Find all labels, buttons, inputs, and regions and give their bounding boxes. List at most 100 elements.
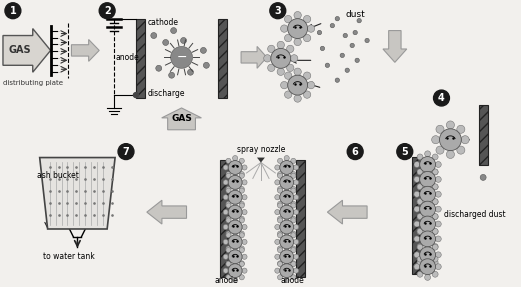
Circle shape <box>232 259 238 264</box>
Circle shape <box>446 121 454 129</box>
Text: 7: 7 <box>122 147 129 157</box>
Circle shape <box>425 263 430 268</box>
Circle shape <box>188 69 193 75</box>
Circle shape <box>425 217 430 223</box>
Circle shape <box>284 219 289 224</box>
Circle shape <box>278 218 283 223</box>
Circle shape <box>425 210 430 216</box>
Circle shape <box>239 201 244 206</box>
Circle shape <box>284 278 289 283</box>
Circle shape <box>278 248 283 253</box>
Circle shape <box>226 218 231 223</box>
Circle shape <box>457 146 465 154</box>
Circle shape <box>291 218 296 223</box>
Circle shape <box>419 171 436 187</box>
Circle shape <box>414 177 420 182</box>
Circle shape <box>278 173 283 178</box>
Circle shape <box>419 231 436 247</box>
Circle shape <box>275 165 280 170</box>
Circle shape <box>232 219 238 224</box>
Circle shape <box>242 268 247 273</box>
Circle shape <box>242 239 247 245</box>
Circle shape <box>293 254 299 259</box>
Circle shape <box>317 30 321 35</box>
Polygon shape <box>241 46 267 68</box>
Circle shape <box>417 244 423 250</box>
Circle shape <box>291 173 296 178</box>
Circle shape <box>270 3 286 19</box>
Circle shape <box>284 170 289 176</box>
Circle shape <box>226 261 231 267</box>
Circle shape <box>284 185 289 191</box>
Circle shape <box>280 175 294 189</box>
Bar <box>218 19 227 98</box>
Circle shape <box>278 261 283 266</box>
Circle shape <box>133 93 139 98</box>
Text: GAS: GAS <box>171 114 192 123</box>
Circle shape <box>275 180 280 185</box>
Circle shape <box>278 201 283 206</box>
Circle shape <box>350 43 354 48</box>
Circle shape <box>278 231 283 236</box>
Circle shape <box>280 205 294 219</box>
Circle shape <box>436 236 441 242</box>
Circle shape <box>425 232 430 238</box>
Circle shape <box>432 199 438 205</box>
Circle shape <box>284 72 292 79</box>
Circle shape <box>419 201 436 217</box>
Circle shape <box>277 41 284 49</box>
Circle shape <box>268 64 275 71</box>
Circle shape <box>425 247 430 253</box>
Circle shape <box>151 32 157 38</box>
Circle shape <box>226 248 231 253</box>
Text: 5: 5 <box>401 147 408 157</box>
Circle shape <box>284 156 289 161</box>
Circle shape <box>425 151 430 157</box>
Circle shape <box>280 220 294 234</box>
Text: anode: anode <box>115 53 139 62</box>
Circle shape <box>432 259 438 265</box>
Circle shape <box>242 180 247 185</box>
Circle shape <box>226 216 231 221</box>
Circle shape <box>226 261 231 266</box>
Circle shape <box>232 234 238 239</box>
Circle shape <box>293 165 299 170</box>
Polygon shape <box>40 158 115 229</box>
Polygon shape <box>71 40 99 61</box>
Circle shape <box>433 90 450 106</box>
Circle shape <box>417 184 423 190</box>
Circle shape <box>414 252 420 258</box>
Circle shape <box>223 195 228 200</box>
Circle shape <box>287 45 294 53</box>
Circle shape <box>181 38 187 43</box>
Circle shape <box>239 261 244 267</box>
Circle shape <box>417 154 423 160</box>
Circle shape <box>293 180 299 185</box>
Circle shape <box>461 136 469 144</box>
Circle shape <box>171 46 192 68</box>
Circle shape <box>293 224 299 230</box>
Circle shape <box>242 165 247 170</box>
Circle shape <box>345 68 350 72</box>
Circle shape <box>291 261 296 266</box>
Circle shape <box>284 230 289 235</box>
Circle shape <box>417 214 423 219</box>
Circle shape <box>226 233 231 238</box>
Circle shape <box>226 173 231 178</box>
Circle shape <box>425 181 430 187</box>
Circle shape <box>397 144 413 160</box>
Circle shape <box>417 228 423 234</box>
Circle shape <box>232 156 238 161</box>
Circle shape <box>284 174 289 179</box>
Circle shape <box>284 34 292 42</box>
Circle shape <box>436 191 441 197</box>
Circle shape <box>436 177 441 182</box>
Circle shape <box>284 259 289 264</box>
Text: anode: anode <box>214 276 238 285</box>
Text: cathode: cathode <box>148 18 179 27</box>
Circle shape <box>414 221 420 227</box>
Circle shape <box>357 18 362 23</box>
Text: GAS: GAS <box>8 45 31 55</box>
Circle shape <box>242 254 247 259</box>
Circle shape <box>232 189 238 194</box>
